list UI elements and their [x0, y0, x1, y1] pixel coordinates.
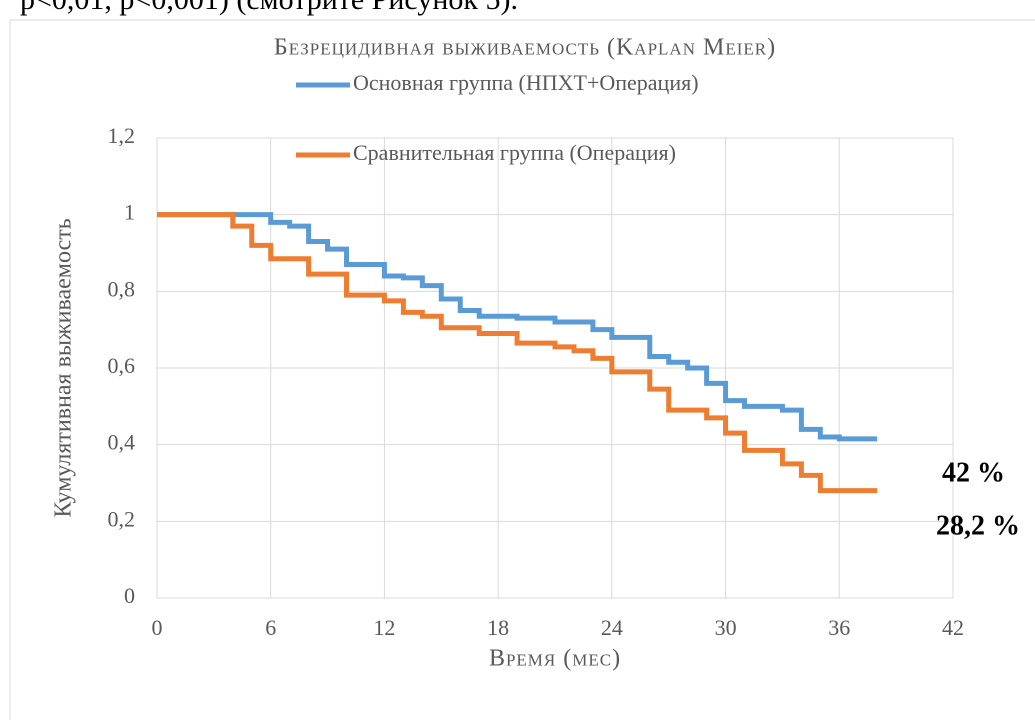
survival-line	[157, 212, 878, 494]
x-tick-label: 30	[715, 615, 737, 640]
y-tick-label: 0,2	[108, 506, 136, 531]
legend-label: Сравнительная группа (Операция)	[353, 140, 676, 165]
y-tick-label: 0,4	[108, 430, 136, 455]
x-tick-label: 36	[828, 615, 850, 640]
y-tick-label: 1,2	[108, 123, 136, 148]
x-tick-label: 18	[487, 615, 509, 640]
chart-title: Безрецидивная выживаемость (Kaplan Meier…	[274, 35, 776, 61]
y-tick-label: 0	[124, 583, 135, 608]
legend-label: Основная группа (НПХТ+Операция)	[353, 70, 699, 95]
annotation: 28,2 %	[936, 510, 1020, 541]
x-tick-label: 0	[152, 615, 163, 640]
x-axis-title: Время (мес)	[489, 646, 621, 672]
x-tick-label: 24	[601, 615, 623, 640]
y-tick-label: 0,6	[108, 353, 136, 378]
x-tick-label: 6	[265, 615, 276, 640]
y-tick-label: 0,8	[108, 276, 136, 301]
x-tick-label: 42	[942, 615, 964, 640]
annotation: 42 %	[942, 457, 1005, 488]
y-axis-title: Кумулятивная выживаемость	[51, 218, 77, 517]
y-tick-label: 1	[124, 200, 135, 225]
x-tick-label: 12	[373, 615, 395, 640]
chart-border	[9, 19, 1035, 720]
survival-line	[157, 212, 878, 442]
caption: р<0,01, р<0,001) (смотрите Рисунок 5).	[20, 0, 518, 16]
